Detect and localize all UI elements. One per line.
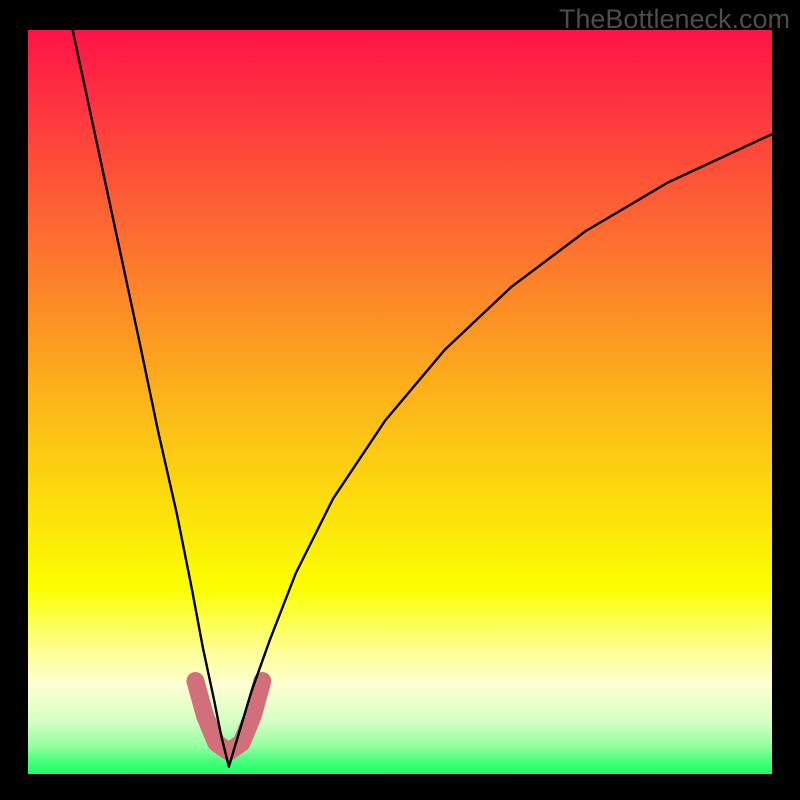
watermark-text: TheBottleneck.com [559, 4, 790, 35]
plot-area [28, 30, 772, 774]
chart-frame: TheBottleneck.com [0, 0, 800, 800]
curve-svg [28, 30, 772, 774]
main-curve [73, 30, 772, 767]
